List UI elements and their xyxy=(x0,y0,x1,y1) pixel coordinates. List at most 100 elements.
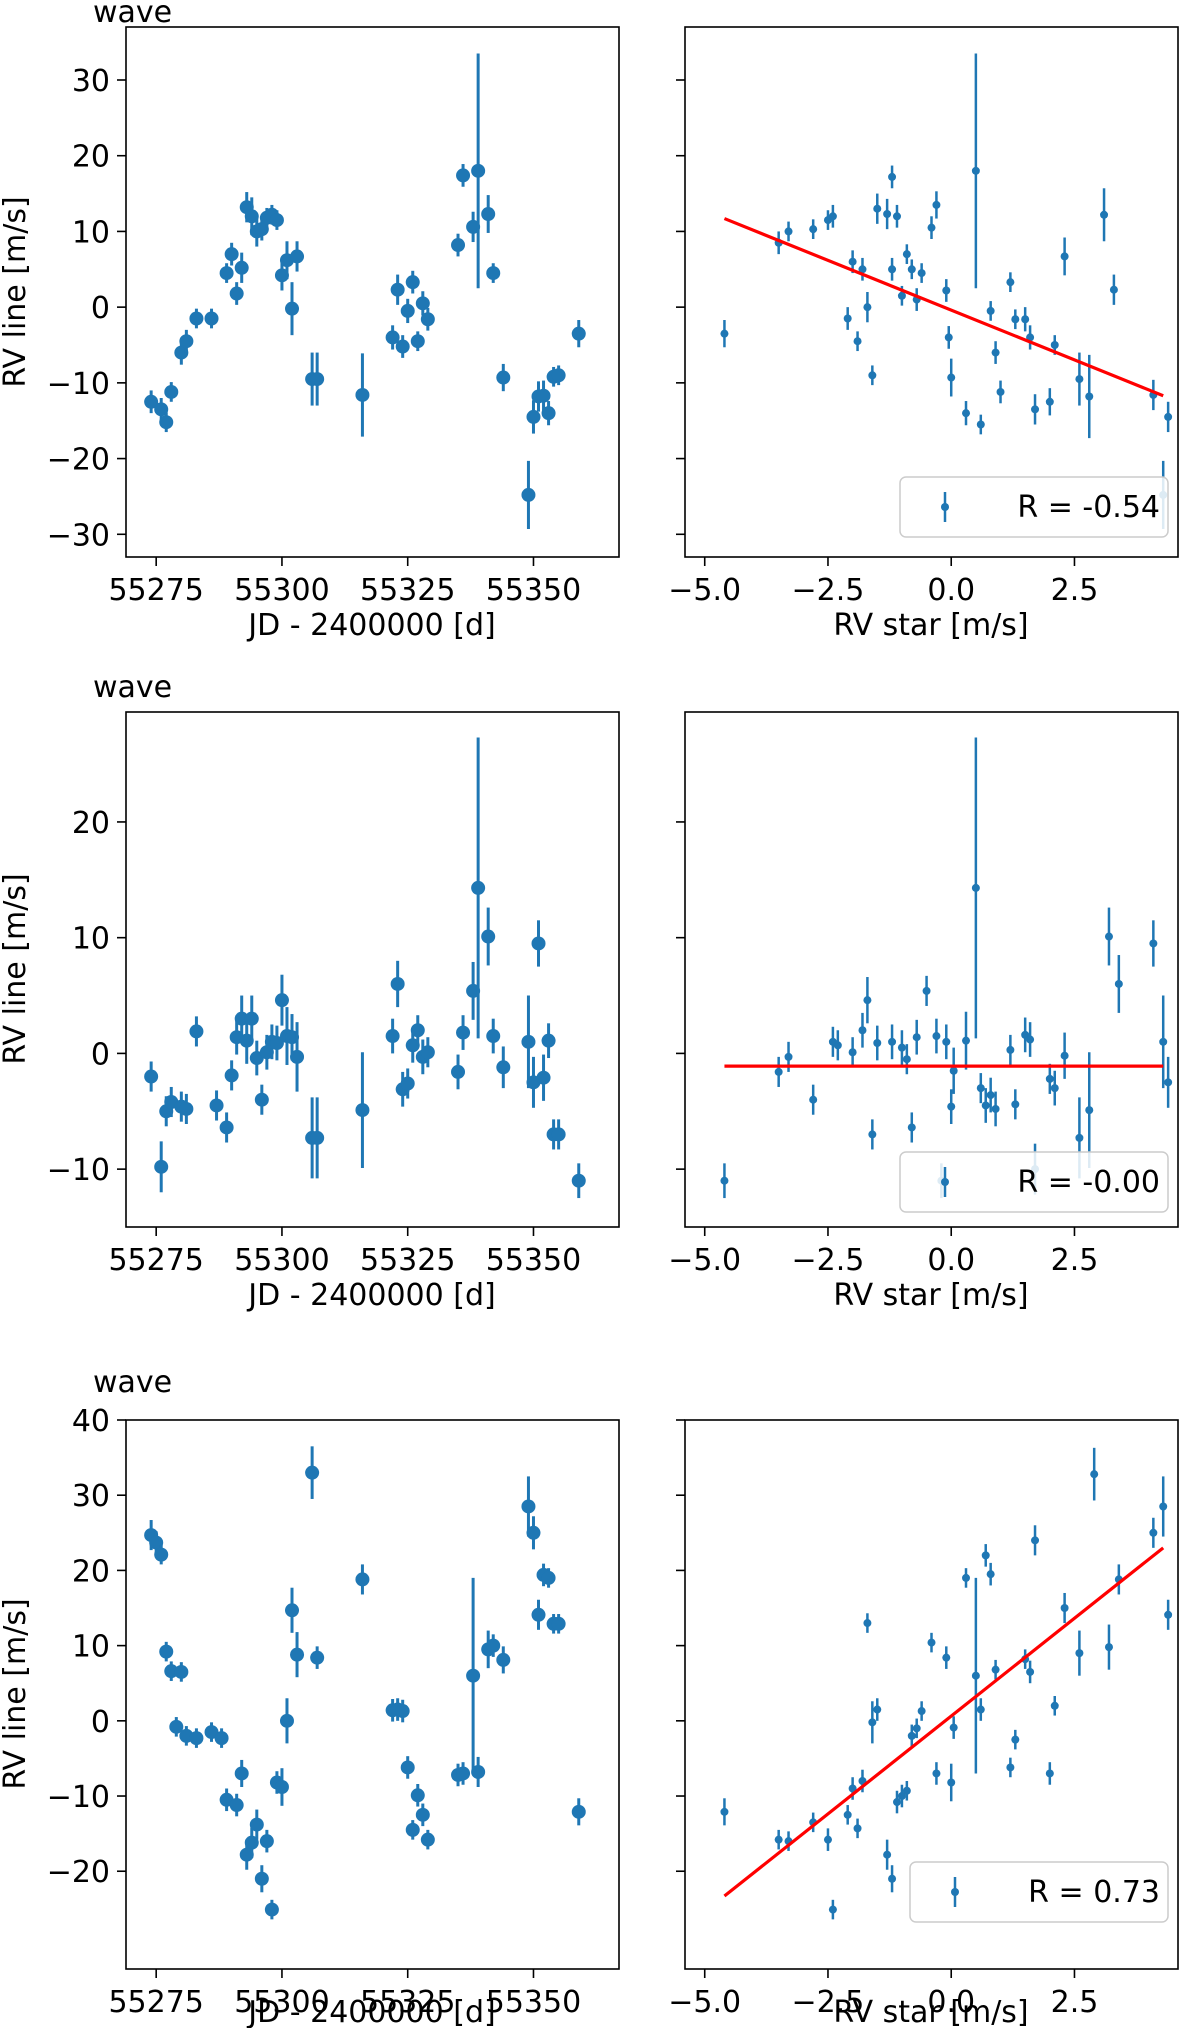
row-3-right-data-point xyxy=(897,1792,906,1801)
row-1-right-data-point xyxy=(976,420,985,429)
row-3-right-data-point xyxy=(1149,1528,1158,1537)
row-3-left-y-tick-label: −20 xyxy=(47,1855,110,1890)
row-3-legend-box xyxy=(909,1861,1169,1923)
row-3-right-data-point xyxy=(1090,1470,1099,1479)
row-3-left-data-point xyxy=(541,1570,556,1585)
row-2-left-data-point xyxy=(471,880,486,895)
row-3-left-data-point xyxy=(189,1731,204,1746)
row-1-left-data-point xyxy=(415,296,430,311)
row-1-right-x-tick-label: −2.5 xyxy=(792,573,865,608)
row-1-left-data-point xyxy=(234,260,249,275)
row-2-left-axes-frame xyxy=(125,711,620,1228)
row-2-left-data-point xyxy=(285,1030,300,1045)
row-2-correlation-plot: −5.0 −2.5 0.0 2.5 xyxy=(668,737,1173,1278)
row-3-right-data-point xyxy=(1031,1536,1040,1545)
row-1-right-data-point xyxy=(828,212,837,221)
row-3-right-data-point xyxy=(843,1810,852,1819)
row-2-right-data-layer xyxy=(720,737,1173,1199)
row-1-left-data-point xyxy=(274,268,289,283)
row-2-right-data-point xyxy=(784,1052,793,1061)
row-3-right-data-point xyxy=(1011,1735,1020,1744)
row-3-left-data-point xyxy=(521,1499,536,1514)
row-3-left-y-tick-label: 20 xyxy=(72,1554,110,1589)
row-1-right-data-point xyxy=(1085,392,1094,401)
row-3-time-series-plot: 55275 55300 55325 55350 −20 −10 0 10 20 30 40 xyxy=(47,1404,586,2020)
row-3-left-data-point xyxy=(244,1835,259,1850)
row-1-right-data-point xyxy=(996,387,1005,396)
row-1-right-data-point xyxy=(1075,375,1084,384)
row-2-right-data-point xyxy=(981,1101,990,1110)
row-3-left-data-point xyxy=(234,1766,249,1781)
row-1-right-data-point xyxy=(917,269,926,278)
row-1-right-data-point xyxy=(868,371,877,380)
row-1-left-data-point xyxy=(189,311,204,326)
row-3-left-x-tick-label: 55325 xyxy=(360,1985,455,2020)
row-1-left-y-tick-label: −10 xyxy=(47,367,110,402)
row-1-right-data-point xyxy=(1045,397,1054,406)
row-3-right-data-point xyxy=(947,1778,956,1787)
row-3-right-data-point xyxy=(888,1874,897,1883)
row-3-left-data-point xyxy=(204,1725,219,1740)
row-3-right-data-point xyxy=(873,1705,882,1714)
row-3-left-data-point xyxy=(420,1832,435,1847)
row-3-left-data-point xyxy=(285,1603,300,1618)
row-2-left-data-point xyxy=(405,1038,420,1053)
row-1-right-data-point xyxy=(907,265,916,274)
row-3-left-data-point xyxy=(395,1704,410,1719)
row-1-right-data-point xyxy=(858,265,867,274)
row-3-left-data-point xyxy=(551,1616,566,1631)
row-1-right-data-point xyxy=(1100,210,1109,219)
row-2-right-data-point xyxy=(1026,1035,1035,1044)
row-1-left-data-point xyxy=(395,339,410,354)
row-2-right-data-point xyxy=(947,1102,956,1111)
row-3-left-data-point xyxy=(456,1766,471,1781)
row-1-right-fit-line xyxy=(723,217,1164,398)
row-2-left-data-point xyxy=(496,1060,511,1075)
row-3-right-data-point xyxy=(942,1653,951,1662)
row-1-right-data-point xyxy=(942,286,951,295)
row-1-right-data-point xyxy=(1021,315,1030,324)
row-1-left-data-point xyxy=(179,334,194,349)
row-2-legend-label: R = -0.00 xyxy=(1017,1165,1160,1200)
row-3-right-data-point xyxy=(902,1786,911,1795)
row-3-left-data-point xyxy=(169,1719,184,1734)
row-2-left-data-point xyxy=(274,993,289,1008)
row-3-left-x-tick-label: 55275 xyxy=(108,1985,203,2020)
row-3-y-label: RV line [m/s] xyxy=(0,1598,33,1789)
row-3-right-data-layer xyxy=(720,1447,1173,1920)
row-1-right-data-point xyxy=(843,314,852,323)
row-1-left-data-point xyxy=(420,312,435,327)
row-2-left-data-point xyxy=(154,1159,169,1174)
row-1-right-data-point xyxy=(1109,285,1118,294)
row-2-left-x-label: JD - 2400000 [d] xyxy=(246,1278,495,1313)
row-2-right-x-tick-label: −5.0 xyxy=(668,1243,741,1278)
row-1-right-data-point xyxy=(848,257,857,266)
row-2-left-data-point xyxy=(244,1011,259,1026)
row-2-right-data-point xyxy=(932,1032,941,1041)
row-3-right-data-point xyxy=(949,1723,958,1732)
row-3-left-data-point xyxy=(310,1650,325,1665)
row-1-title: wave xyxy=(93,0,172,30)
row-3-right-data-point xyxy=(774,1835,783,1844)
row-2-right-data-point xyxy=(976,1084,985,1093)
row-3-right-x-tick-label: 2.5 xyxy=(1051,1985,1099,2020)
row-1-left-data-point xyxy=(466,219,481,234)
row-1-left-data-point xyxy=(536,388,551,403)
row-3-left-data-point xyxy=(526,1525,541,1540)
row-3-right-data-point xyxy=(892,1798,901,1807)
row-3-left-data-point xyxy=(355,1572,370,1587)
row-3-left-y-tick-label: 40 xyxy=(72,1404,110,1439)
row-3-legend-marker xyxy=(951,1888,959,1896)
row-2-right-axes-frame xyxy=(684,711,1179,1228)
row-2-left-x-tick-label: 55350 xyxy=(486,1243,581,1278)
row-3-right-data-point xyxy=(917,1707,926,1716)
row-2-left-data-point xyxy=(541,1033,556,1048)
row-3-left-data-point xyxy=(174,1664,189,1679)
row-1-left-data-point xyxy=(290,249,305,264)
row-3-left-y-tick-label: 0 xyxy=(91,1705,110,1740)
row-3-right-data-point xyxy=(976,1705,985,1714)
row-1-right-data-point xyxy=(1011,315,1020,324)
row-3-left-x-tick-label: 55350 xyxy=(486,1985,581,2020)
row-1-left-data-point xyxy=(269,213,284,228)
row-2-left-y-tick-label: 10 xyxy=(72,922,110,957)
